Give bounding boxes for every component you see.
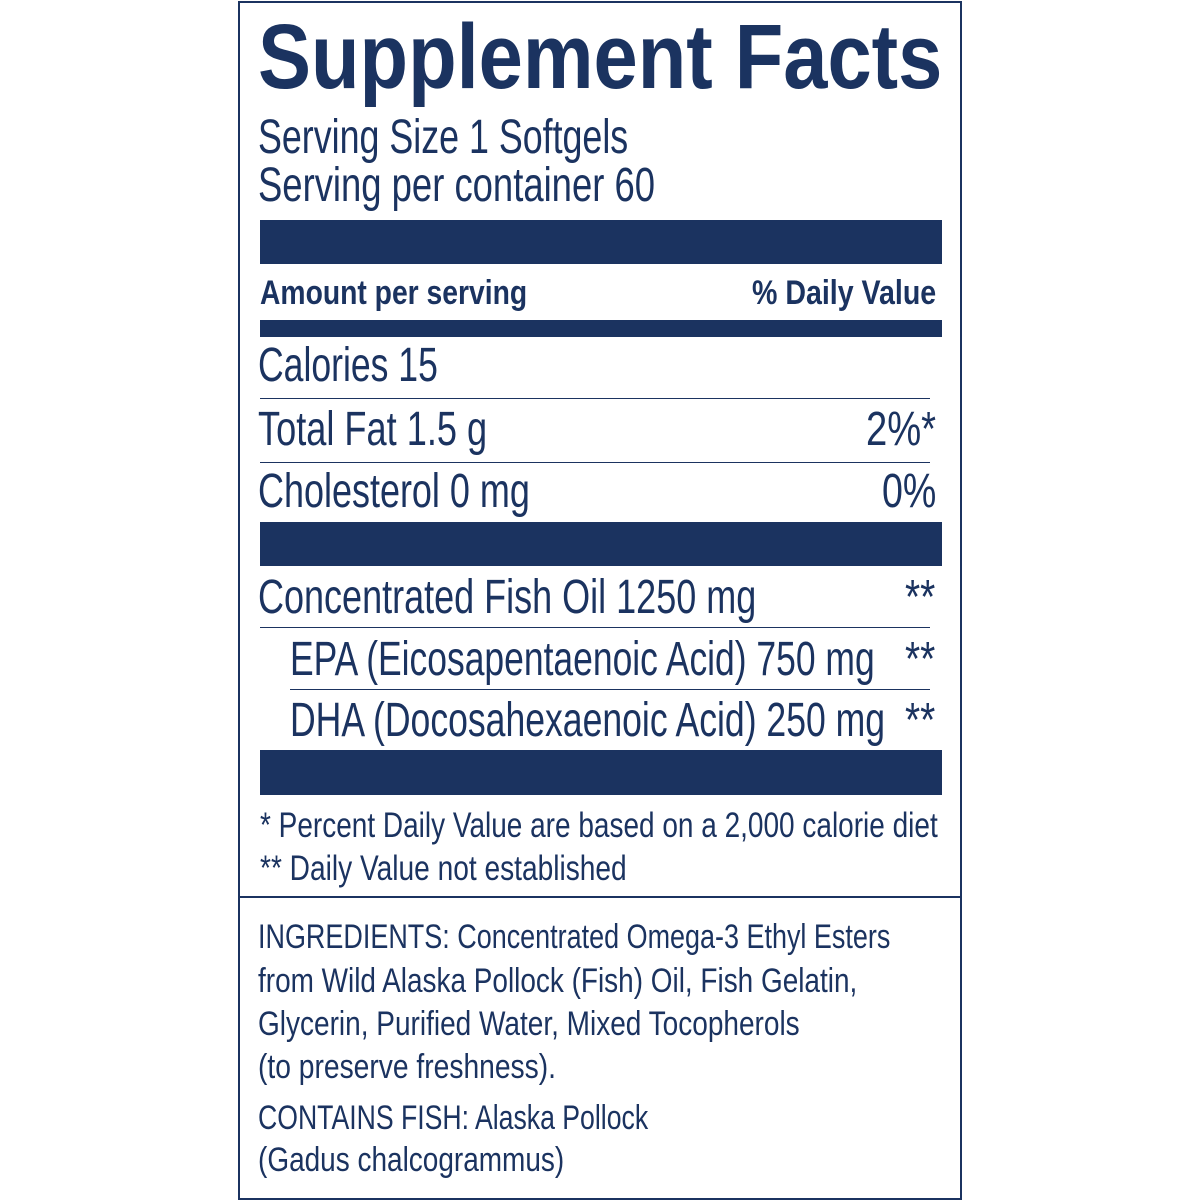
serving-size: Serving Size 1 Softgels <box>258 111 629 164</box>
label-title: Supplement Facts <box>258 6 943 108</box>
label-border <box>238 1 962 1200</box>
allergen-statement: CONTAINS FISH: Alaska Pollock <box>258 1099 649 1137</box>
section-divider <box>238 896 962 898</box>
row-epa: EPA (Eicosapentaenoic Acid) 750 mg <box>290 633 875 686</box>
row-divider <box>260 398 930 399</box>
row-epa-dv: ** <box>905 633 936 686</box>
row-dha-dv: ** <box>905 694 936 747</box>
ingredients-line: INGREDIENTS: Concentrated Omega-3 Ethyl … <box>258 918 891 956</box>
row-fish-oil-dv: ** <box>905 571 936 624</box>
ingredients-line: Glycerin, Purified Water, Mixed Tocopher… <box>258 1005 800 1043</box>
daily-value-header: % Daily Value <box>752 274 937 312</box>
row-dha: DHA (Docosahexaenoic Acid) 250 mg <box>290 694 886 747</box>
thick-divider-bar <box>260 750 942 795</box>
row-cholesterol: Cholesterol 0 mg <box>258 465 530 518</box>
ingredients-line: from Wild Alaska Pollock (Fish) Oil, Fis… <box>258 962 858 1000</box>
row-total-fat-dv: 2%* <box>866 403 937 456</box>
amount-per-serving-header: Amount per serving <box>260 274 528 312</box>
row-total-fat: Total Fat 1.5 g <box>258 403 488 456</box>
thick-divider-bar <box>260 522 942 566</box>
servings-per-container: Serving per container 60 <box>258 159 655 212</box>
footnote-dv-not-established: ** Daily Value not established <box>260 849 627 888</box>
row-calories: Calories 15 <box>258 339 438 392</box>
row-fish-oil: Concentrated Fish Oil 1250 mg <box>258 571 757 624</box>
row-divider <box>290 689 930 690</box>
row-divider <box>260 627 930 628</box>
medium-divider-bar <box>260 320 942 337</box>
footnote-percent-dv: * Percent Daily Value are based on a 2,0… <box>260 806 938 845</box>
ingredients-line: (to preserve freshness). <box>258 1048 557 1086</box>
row-divider <box>260 462 930 463</box>
row-cholesterol-dv: 0% <box>882 465 937 518</box>
allergen-species: (Gadus chalcogrammus) <box>258 1141 565 1179</box>
thick-divider-bar <box>260 220 942 264</box>
